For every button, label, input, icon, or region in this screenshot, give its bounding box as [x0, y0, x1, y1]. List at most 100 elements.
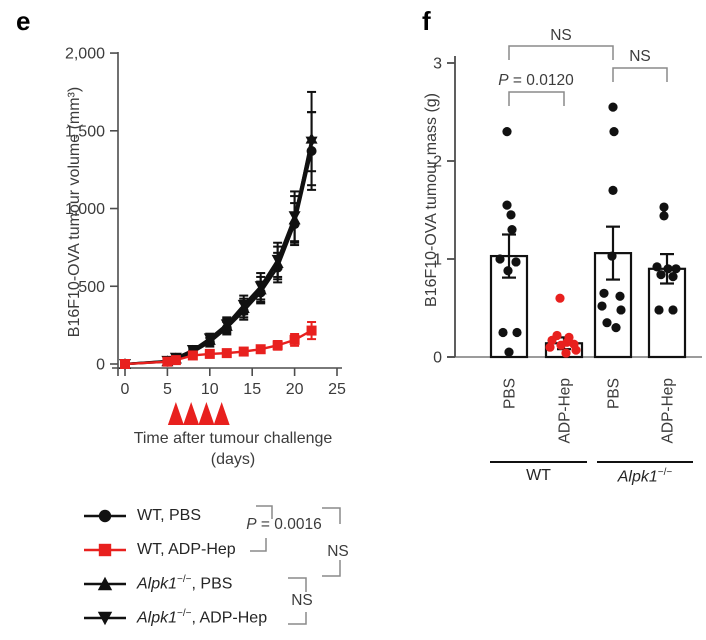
data-dot — [611, 323, 621, 333]
marker-triangle-up — [97, 576, 113, 591]
data-dot — [502, 127, 512, 137]
group-underline-wt — [490, 461, 587, 463]
data-dot — [498, 327, 508, 338]
legend-brackets — [250, 505, 341, 625]
bar-group-1: ADP-Hep — [544, 293, 584, 443]
legend-item-3: Alpk1−/−, ADP-Hep — [82, 601, 267, 635]
data-dot — [659, 211, 669, 221]
bracket-ns-pair-top — [288, 577, 307, 592]
panel-e-label: e — [16, 6, 31, 36]
data-dot — [599, 288, 609, 298]
legend-ns-outer: NS — [327, 543, 349, 560]
data-dot — [608, 102, 618, 112]
category-label: ADP-Hep — [557, 378, 574, 443]
legend-item-label: WT, ADP-Hep — [137, 541, 236, 558]
p-value-text: = 0.0120 — [508, 72, 574, 89]
data-dot — [663, 264, 673, 274]
svg-text:25: 25 — [328, 381, 346, 398]
marker-circle — [98, 509, 112, 523]
data-dot — [512, 327, 522, 338]
bracket-ns-pair-bottom — [288, 612, 307, 625]
marker-square — [187, 350, 198, 361]
legend-ns-pair: NS — [291, 592, 313, 609]
data-dot — [668, 272, 678, 282]
data-dot — [511, 257, 521, 267]
marker-triangle-down — [97, 611, 113, 626]
legend: WT, PBS WT, ADP-Hep Alpk1−/−, PBS Alpk1−/−,… — [82, 499, 267, 635]
bracket-ns-outer-top — [322, 507, 341, 524]
data-dot — [506, 210, 516, 220]
legend-marker-triangle-down — [84, 611, 126, 626]
data-dot — [571, 345, 581, 355]
svg-text:0: 0 — [121, 381, 130, 398]
category-label: ADP-Hep — [660, 378, 677, 443]
bar-group-0: PBS — [489, 127, 529, 409]
group-label-wt: WT — [526, 467, 551, 484]
series-1 — [120, 321, 317, 369]
svg-text:1: 1 — [433, 252, 442, 269]
svg-text:5: 5 — [163, 381, 172, 398]
data-dot — [616, 305, 626, 315]
legend-item-0: WT, PBS — [82, 499, 267, 533]
marker-triangle-down — [305, 136, 318, 148]
marker-triangle-down — [288, 211, 301, 223]
marker-square — [120, 359, 130, 369]
bar-group-2: PBS — [593, 102, 633, 409]
data-dot — [607, 251, 617, 261]
category-label: PBS — [502, 378, 519, 409]
marker-square — [306, 325, 317, 336]
data-dot — [556, 340, 566, 350]
legend-marker-triangle-up — [84, 576, 126, 591]
svg-text:10: 10 — [201, 381, 219, 398]
marker-square — [204, 348, 215, 359]
svg-text:20: 20 — [286, 381, 304, 398]
e-axes: 0 500 1,000 1,500 2,000 0 5 10 15 20 25 — [65, 46, 346, 398]
data-dot — [668, 305, 678, 315]
group-underline-alpk1 — [597, 461, 693, 463]
data-dot — [504, 347, 514, 357]
category-label: PBS — [606, 378, 623, 409]
marker-square — [255, 344, 266, 355]
p-value-text: = 0.0016 — [256, 516, 322, 533]
marker-square — [289, 334, 300, 345]
marker-triangle-down — [237, 299, 250, 311]
data-dot — [654, 305, 664, 315]
marker-square — [221, 348, 232, 359]
svg-text:2: 2 — [433, 154, 442, 171]
panel-f-label: f — [422, 6, 431, 36]
tumour-mass-bar-chart: 0 1 2 3 PBS ADP-Hep PBS ADP-Hep — [433, 45, 702, 443]
f-ns-top: NS — [550, 27, 572, 44]
marker-triangle-down — [220, 319, 233, 331]
svg-text:1,000: 1,000 — [65, 201, 105, 218]
marker-square — [162, 356, 173, 367]
panel-e-x-axis-title: Time after tumour challenge — [133, 430, 333, 447]
gene-name: Alpk1 — [617, 468, 658, 486]
bracket-p0016-bottom — [250, 538, 267, 552]
legend-item-1: WT, ADP-Hep — [82, 533, 267, 567]
bracket-ns-outer-bottom — [322, 560, 341, 577]
panel-e-x-axis-units: (days) — [210, 451, 256, 468]
marker-triangle-down — [271, 254, 284, 266]
marker-square — [170, 355, 181, 366]
svg-text:500: 500 — [78, 279, 105, 296]
group-label-alpk1: Alpk1−/− — [597, 467, 693, 486]
data-dot — [597, 301, 607, 311]
data-dot — [495, 254, 505, 264]
svg-text:1,500: 1,500 — [65, 123, 105, 140]
bar-group-3: ADP-Hep — [647, 202, 687, 443]
legend-marker-circle — [84, 509, 126, 523]
data-dot — [652, 262, 662, 272]
legend-item-label: Alpk1−/−, PBS — [137, 574, 233, 593]
legend-marker-square — [84, 543, 126, 557]
legend-p-value: P = 0.0016 — [232, 516, 336, 534]
data-dot — [615, 291, 625, 301]
p-symbol: P — [246, 516, 257, 533]
gene-superscript: −/− — [657, 467, 673, 478]
data-dot — [608, 185, 618, 195]
data-dot — [561, 348, 571, 358]
f-significance-brackets — [508, 45, 668, 106]
legend-item-2: Alpk1−/−, PBS — [82, 567, 267, 601]
data-dot — [545, 342, 555, 352]
marker-square — [98, 543, 112, 557]
